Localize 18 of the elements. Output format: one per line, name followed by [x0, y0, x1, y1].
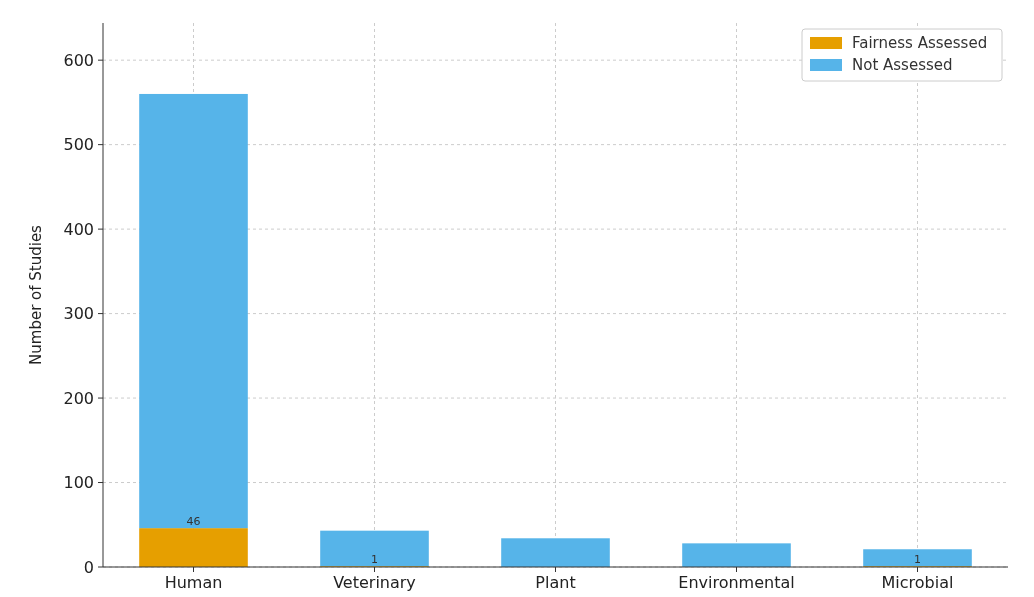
y-tick-label: 300	[63, 304, 94, 324]
y-tick-label: 0	[83, 557, 94, 577]
y-tick-label: 100	[63, 473, 94, 493]
x-tick-label: Microbial	[881, 573, 954, 592]
x-tick-label: Veterinary	[333, 573, 416, 592]
x-tick-label: Environmental	[678, 573, 795, 592]
data-label: 1	[914, 553, 921, 567]
legend-label: Not Assessed	[852, 56, 953, 74]
y-axis-title: Number of Studies	[27, 224, 45, 365]
data-label: 1	[371, 553, 378, 567]
data-label: 46	[186, 515, 201, 529]
x-tick-label: Plant	[535, 573, 576, 592]
legend-label: Fairness Assessed	[852, 34, 988, 52]
y-tick-label: 200	[63, 388, 94, 408]
y-tick-label: 400	[63, 219, 94, 239]
y-tick-label: 600	[63, 50, 94, 70]
y-tick-label: 500	[63, 135, 94, 155]
x-tick-label: Human	[164, 573, 223, 592]
